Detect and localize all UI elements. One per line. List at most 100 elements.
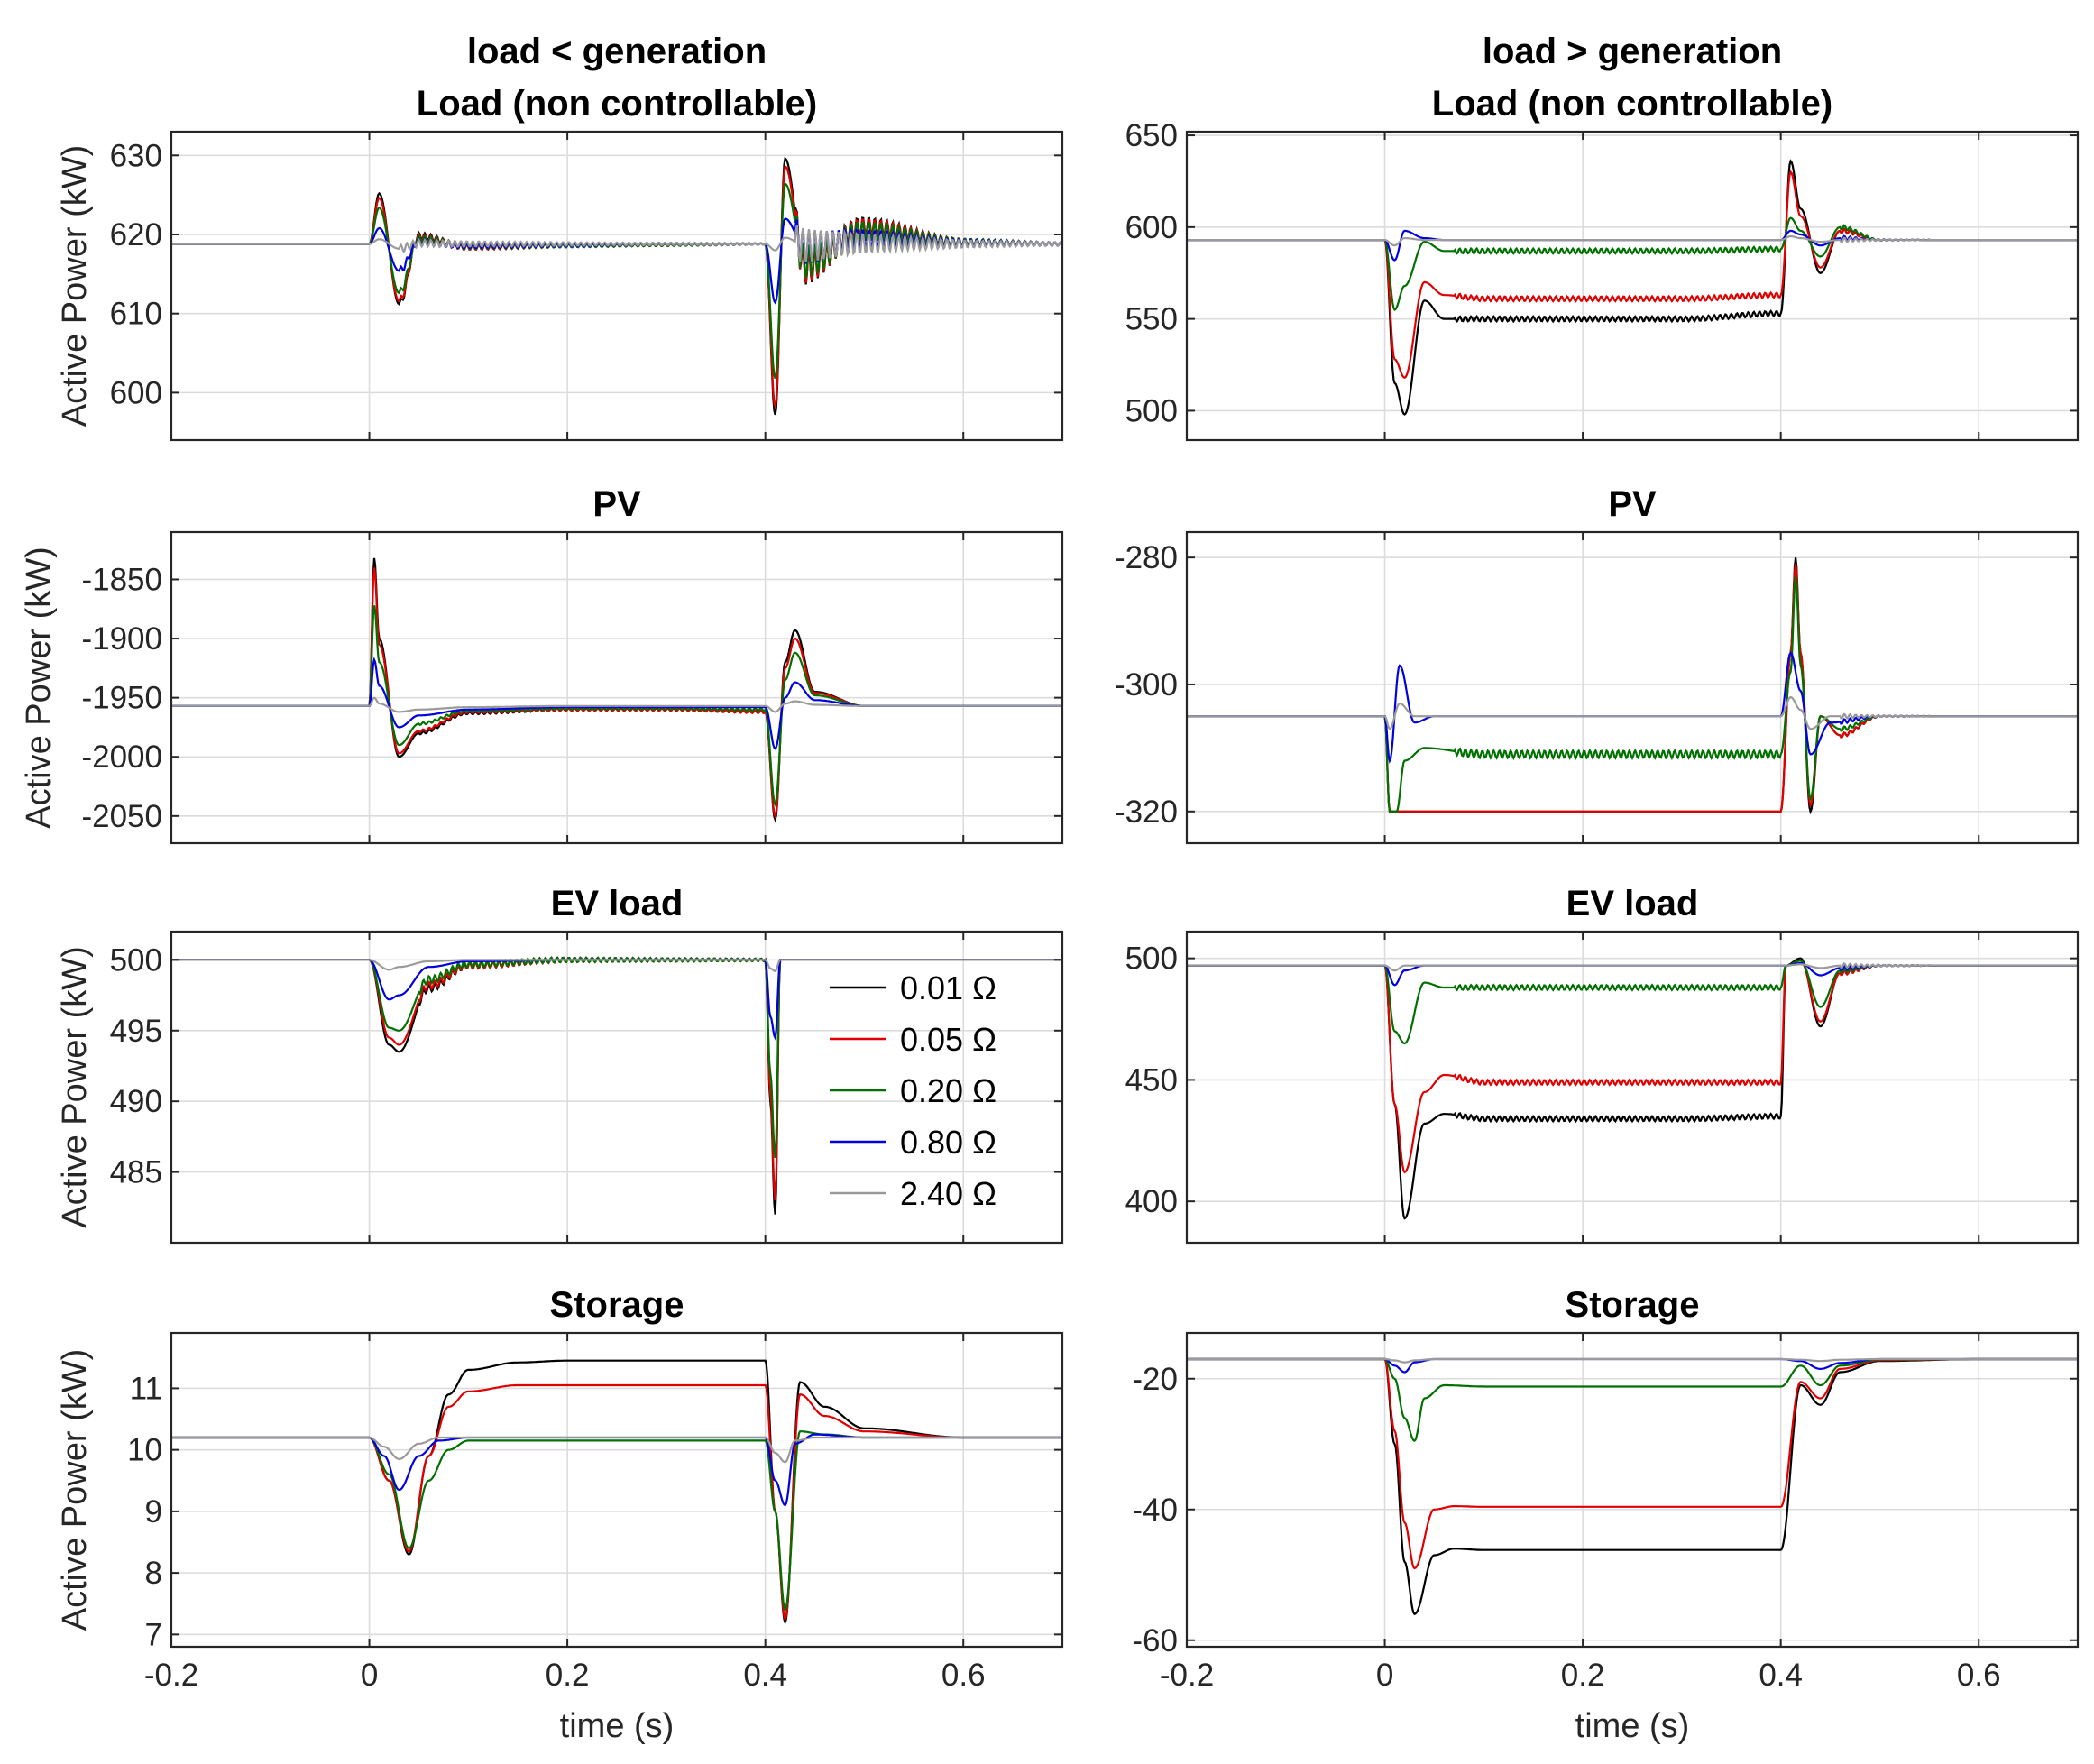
- axes-box: [1185, 930, 2080, 1245]
- series-line-2-40: [1187, 1357, 2078, 1364]
- y-tick-label: 400: [1125, 1184, 1178, 1219]
- y-tick-label: 550: [1125, 302, 1178, 337]
- y-axis-label: Active Power (kW): [56, 1349, 94, 1631]
- series-line-0-20: [1187, 576, 2078, 813]
- legend-entry: 0.80 Ω: [900, 1124, 996, 1161]
- series-line-0-20: [1187, 960, 2078, 1045]
- x-tick-label: 0.2: [1561, 1658, 1605, 1693]
- legend-entry: 0.20 Ω: [900, 1072, 996, 1109]
- series-line-0-01: [1187, 159, 2078, 416]
- panel-right-3: 400 450 500 EV load: [1125, 884, 2080, 1245]
- y-tick-label: 600: [1125, 210, 1178, 245]
- y-tick-label: 500: [1125, 942, 1178, 977]
- series-line-0-05: [1187, 1357, 2078, 1570]
- y-tick-label: -320: [1115, 795, 1178, 830]
- x-tick-label: 0.2: [546, 1658, 590, 1693]
- panel-left-4: 7 8 9 10 11 -0.2 0 0.2 0.4 0.6 Storage Active Power…: [56, 1285, 1064, 1745]
- y-tick-label: 7: [145, 1617, 162, 1652]
- panel-left-3: 485 490 495 500 EV load Active Power (kW) 0.01…: [56, 884, 1064, 1245]
- y-tick-label: 630: [110, 138, 162, 173]
- y-tick-label: -2050: [81, 799, 162, 834]
- y-tick-label: 600: [110, 375, 162, 410]
- axes-box: [170, 130, 1064, 442]
- chart-title: PV: [592, 484, 641, 524]
- y-tick-label: 10: [127, 1433, 162, 1468]
- series-line-0-80: [1187, 229, 2078, 262]
- x-axis-label: time (s): [1575, 1707, 1690, 1745]
- axes-box: [1185, 530, 2080, 845]
- axes-box: [170, 1331, 1064, 1649]
- chart-title: load > generation: [1483, 32, 1782, 71]
- chart-title: EV load: [551, 884, 684, 923]
- series-line-0-80: [171, 1433, 1062, 1507]
- series-line-0-05: [171, 164, 1062, 408]
- x-tick-label: -0.2: [144, 1658, 198, 1693]
- panel-left-2: -2050 -2000 -1950 -1900 -1850 PV Active Power …: [20, 484, 1064, 845]
- series-line-0-05: [1187, 170, 2078, 380]
- series-line-0-80: [171, 657, 1062, 750]
- y-tick-label: 485: [110, 1155, 162, 1190]
- y-tick-label: 500: [110, 942, 162, 978]
- legend-entry: 0.05 Ω: [900, 1021, 996, 1058]
- series-line-2-40: [171, 959, 1062, 973]
- panel-right-1: 500 550 600 650 load > generation Load (non c…: [1125, 32, 2080, 442]
- y-tick-label: -1900: [81, 621, 162, 657]
- chart-title: Storage: [1566, 1285, 1700, 1325]
- series-line-0-01: [1187, 1357, 2078, 1616]
- y-tick-label: 610: [110, 297, 162, 332]
- y-axis-label: Active Power (kW): [56, 946, 94, 1227]
- y-tick-label: 650: [1125, 118, 1178, 153]
- axes-box: [170, 930, 1064, 1245]
- y-axis-label: Active Power (kW): [20, 547, 58, 828]
- series-line-0-05: [1187, 564, 2078, 813]
- series-line-2-40: [171, 225, 1062, 262]
- series-line-2-40: [1187, 695, 2078, 730]
- series-line-2-40: [171, 1436, 1062, 1464]
- legend: 0.01 Ω 0.05 Ω 0.20 Ω 0.80 Ω 2.40 Ω: [830, 969, 996, 1212]
- y-tick-label: 9: [145, 1494, 162, 1530]
- y-tick-label: -300: [1115, 667, 1178, 703]
- series-line-0-80: [1187, 651, 2078, 765]
- legend-entry: 2.40 Ω: [900, 1175, 996, 1212]
- chart-title: EV load: [1566, 884, 1699, 923]
- y-tick-label: -1850: [81, 562, 162, 597]
- x-tick-label: 0.4: [1759, 1658, 1803, 1693]
- y-tick-label: -40: [1132, 1493, 1178, 1528]
- series-line-0-20: [171, 182, 1062, 379]
- y-tick-label: -20: [1132, 1362, 1178, 1397]
- x-axis-label: time (s): [560, 1707, 675, 1745]
- series-line-0-20: [1187, 1357, 2078, 1442]
- chart-title: load < generation: [467, 32, 767, 71]
- series-line-0-01: [171, 1359, 1062, 1625]
- series-line-0-05: [171, 1383, 1062, 1622]
- panel-right-2: -320 -300 -280 PV: [1115, 484, 2080, 845]
- series-line-2-40: [1187, 961, 2078, 972]
- series-line-0-80: [1187, 1357, 2078, 1374]
- x-tick-label: 0.6: [941, 1658, 986, 1693]
- chart-subtitle: Load (non controllable): [417, 84, 817, 124]
- series-line-0-20: [1187, 216, 2078, 312]
- x-tick-label: 0: [361, 1658, 378, 1693]
- axes-box: [170, 530, 1064, 845]
- panel-right-4: -60 -40 -20 -0.2 0 0.2 0.4 0.6 Storage time (s): [1132, 1285, 2080, 1745]
- y-tick-label: -1950: [81, 681, 162, 716]
- series-line-0-05: [171, 567, 1062, 820]
- series-line-0-05: [1187, 960, 2078, 1174]
- series-line-0-01: [171, 156, 1062, 416]
- x-tick-label: 0: [1376, 1658, 1393, 1693]
- y-tick-label: -280: [1115, 540, 1178, 575]
- axes-box: [1185, 130, 2080, 442]
- series-line-0-20: [171, 605, 1062, 807]
- y-tick-label: 490: [110, 1084, 162, 1119]
- legend-entry: 0.01 Ω: [900, 969, 996, 1006]
- chart-subtitle: Load (non controllable): [1432, 84, 1832, 124]
- panel-left-1: 600 610 620 630 load < generation Load (non c…: [56, 32, 1064, 442]
- y-tick-label: -60: [1132, 1623, 1178, 1658]
- series-line-2-40: [171, 696, 1062, 713]
- series-line-2-40: [1187, 234, 2078, 247]
- y-tick-label: 11: [130, 1371, 162, 1406]
- x-tick-label: -0.2: [1160, 1658, 1214, 1693]
- y-tick-label: 8: [145, 1556, 162, 1591]
- y-tick-label: 495: [110, 1014, 162, 1049]
- y-axis-label: Active Power (kW): [56, 145, 94, 427]
